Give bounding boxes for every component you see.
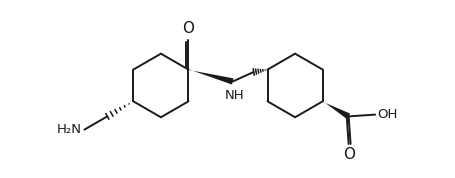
Polygon shape (322, 101, 349, 119)
Text: O: O (342, 147, 354, 163)
Text: NH: NH (224, 89, 243, 102)
Text: OH: OH (376, 108, 396, 121)
Polygon shape (188, 69, 233, 85)
Text: O: O (182, 21, 194, 36)
Text: H₂N: H₂N (56, 123, 81, 136)
